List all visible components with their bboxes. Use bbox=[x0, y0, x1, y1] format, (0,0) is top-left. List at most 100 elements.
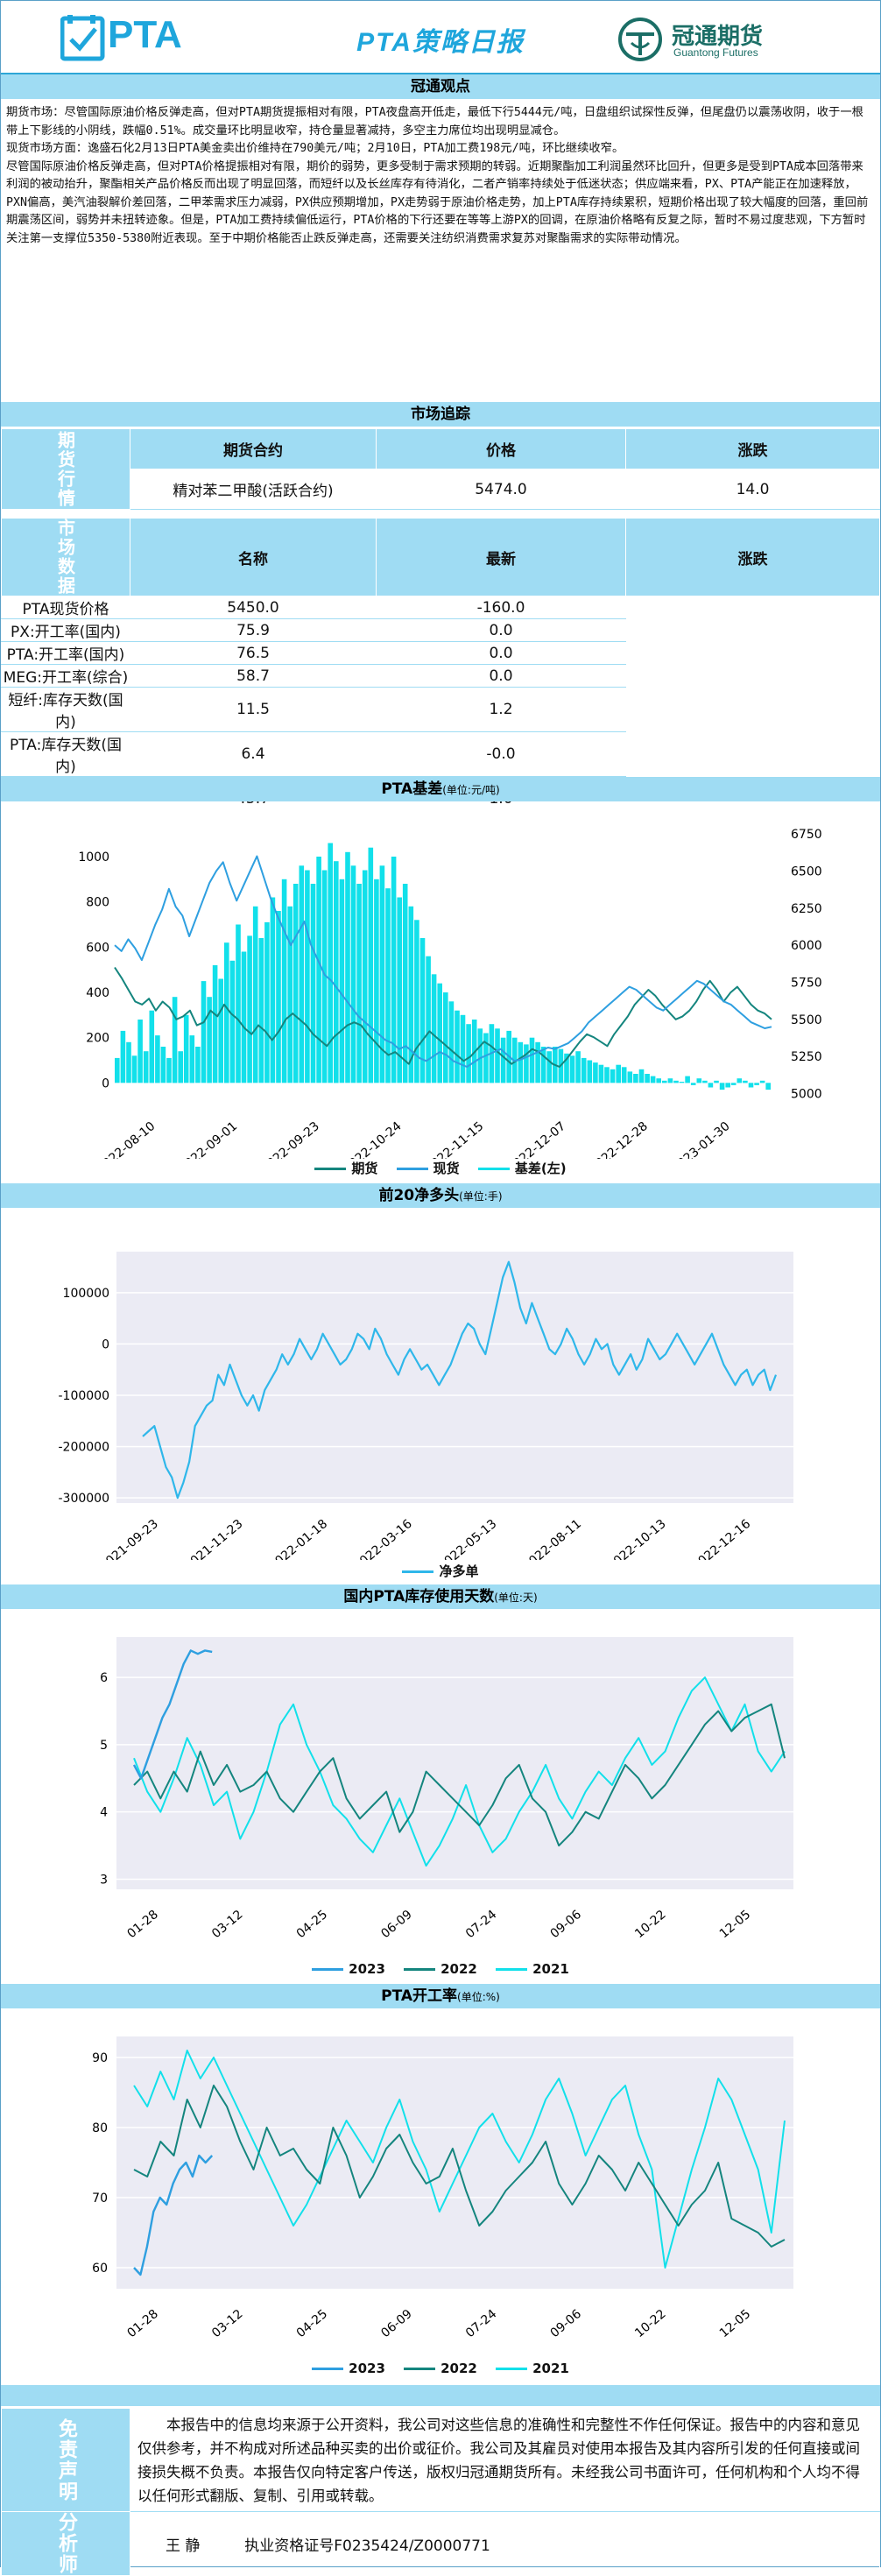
basis-unit: (单位:元/吨) bbox=[442, 784, 500, 796]
market-section-title: 市场追踪 bbox=[1, 402, 880, 427]
basis-bar bbox=[754, 1083, 759, 1085]
inventory-chart-svg: 3 4 5 6 01-28 03-12 04-25 06-09 07-24 09-06 10-22 1… bbox=[100, 1637, 793, 1941]
x-tick-label: 2021-11-23 bbox=[182, 1517, 246, 1560]
basis-bar bbox=[402, 884, 408, 1083]
basis-bar bbox=[593, 1062, 598, 1083]
footer-table: 免责声明 本报告中的信息均来源于公开资料，我公司对这些信息的准确性和完整性不作任… bbox=[1, 2408, 880, 2576]
y-tick-label: -300000 bbox=[59, 1492, 110, 1506]
data-header-name: 名称 bbox=[130, 518, 377, 596]
legend-item-spot: 现货 bbox=[396, 1159, 460, 1177]
basis-bar bbox=[305, 870, 310, 1083]
basis-bar bbox=[189, 1035, 195, 1083]
legend-item-basis: 基差(左) bbox=[477, 1159, 567, 1177]
cell-change: 0.0 bbox=[376, 664, 626, 688]
y-tick-label: 5500 bbox=[791, 1013, 822, 1027]
cell-name: MEG:开工率(综合) bbox=[1, 664, 130, 688]
basis-bar bbox=[236, 924, 241, 1083]
x-tick-label: 09-06 bbox=[548, 2307, 585, 2340]
basis-bar bbox=[708, 1083, 714, 1088]
page-title: PTA策略日报 bbox=[356, 28, 525, 57]
operating-title-text: PTA开工率 bbox=[381, 1987, 458, 2005]
basis-bar bbox=[690, 1083, 696, 1085]
x-tick-label: 2022-05-13 bbox=[436, 1517, 500, 1560]
basis-bar bbox=[535, 1041, 540, 1083]
analyst-info: 王 静 执业资格证号F0235424/Z0000771 bbox=[130, 2511, 880, 2576]
view-paragraph: 尽管国际原油价格反弹走高，但对PTA价格提振相对有限，期价的弱势，更多受制于需求… bbox=[6, 159, 869, 245]
x-tick-label: 04-25 bbox=[294, 1908, 330, 1941]
section-divider bbox=[1, 2385, 880, 2406]
basis-title-text: PTA基差 bbox=[381, 780, 443, 798]
basis-bar bbox=[258, 938, 264, 1083]
legend-label: 期货 bbox=[351, 1161, 378, 1176]
y-tick-label: 5750 bbox=[791, 976, 822, 990]
y-tick-label: 5250 bbox=[791, 1050, 822, 1064]
cell-name: 短纤:库存天数(国内) bbox=[1, 687, 130, 732]
basis-bar bbox=[638, 1069, 645, 1083]
x-tick-label: 10-22 bbox=[632, 2307, 668, 2340]
cell-latest: 6.4 bbox=[130, 731, 377, 777]
basis-bar bbox=[368, 847, 374, 1083]
x-tick-label: 01-28 bbox=[124, 1908, 160, 1941]
disclaimer-text: 本报告中的信息均来源于公开资料，我公司对这些信息的准确性和完整性不作任何保证。报… bbox=[130, 2408, 880, 2512]
legend-label: 2023 bbox=[349, 1961, 385, 1977]
x-tick-label: 04-25 bbox=[294, 2307, 330, 2340]
legend-label: 2023 bbox=[349, 2361, 385, 2376]
basis-bar bbox=[316, 857, 321, 1083]
basis-bar bbox=[362, 870, 368, 1083]
x-tick-label: 2022-08-10 bbox=[95, 1119, 159, 1159]
x-tick-label: 07-24 bbox=[463, 1908, 500, 1941]
netlong-chart-title: 前20净多头(单位:手) bbox=[1, 1183, 880, 1208]
basis-bar bbox=[702, 1080, 708, 1083]
basis-bar bbox=[299, 865, 305, 1083]
basis-bar bbox=[241, 951, 247, 1083]
basis-bar bbox=[455, 1010, 460, 1083]
x-tick-label: 03-12 bbox=[209, 1908, 245, 1941]
y-tick-label: 5000 bbox=[791, 1088, 822, 1102]
basis-bar bbox=[218, 978, 223, 1083]
x-tick-label: 2022-10-24 bbox=[341, 1119, 405, 1159]
basis-bar bbox=[126, 1041, 131, 1083]
y-tick-label: 80 bbox=[92, 2121, 108, 2135]
brand-logo: 冠通期货 Guantong Futures bbox=[617, 17, 819, 61]
x-tick-label: 2022-12-28 bbox=[587, 1119, 651, 1159]
legend-label: 净多单 bbox=[439, 1563, 479, 1579]
basis-bar bbox=[443, 992, 448, 1083]
basis-bar bbox=[414, 920, 419, 1083]
legend-label: 基差(左) bbox=[514, 1161, 567, 1176]
basis-bar bbox=[120, 1030, 126, 1083]
basis-bar bbox=[529, 1037, 535, 1083]
cell-change: -0.0 bbox=[376, 731, 626, 777]
basis-bar bbox=[328, 843, 333, 1083]
basis-bar bbox=[719, 1083, 725, 1090]
basis-bar bbox=[178, 1051, 183, 1083]
operating-rate-chart-title: PTA开工率(单位:%) bbox=[1, 1984, 880, 2008]
basis-bar bbox=[627, 1071, 633, 1083]
table-row: MEG:开工率(综合) 58.7 0.0 bbox=[1, 664, 880, 688]
plot-area bbox=[116, 1252, 793, 1503]
table-row: PX:开工率(国内) 75.9 0.0 bbox=[1, 618, 880, 642]
inventory-chart-title: 国内PTA库存使用天数(单位:天) bbox=[1, 1584, 880, 1609]
basis-bar bbox=[714, 1080, 719, 1083]
x-tick-label: 2022-03-16 bbox=[351, 1517, 415, 1560]
netlong-line bbox=[142, 1260, 778, 1500]
netlong-legend: 净多单 bbox=[1, 1562, 880, 1583]
cell-change: 0.0 bbox=[376, 641, 626, 665]
y-tick-label: 0 bbox=[102, 1337, 109, 1352]
basis-bar bbox=[546, 1051, 552, 1083]
cell-change: 0.0 bbox=[376, 618, 626, 642]
basis-bar bbox=[379, 865, 385, 1083]
inventory-chart: 3 4 5 6 01-28 03-12 04-25 06-09 07-24 09-06 10-22 1… bbox=[1, 1611, 880, 1961]
basis-bar bbox=[540, 1047, 546, 1083]
y-tick-label: 4 bbox=[100, 1806, 108, 1820]
basis-bar bbox=[391, 857, 397, 1083]
basis-bar bbox=[212, 965, 218, 1083]
basis-bar bbox=[743, 1080, 748, 1083]
pta-logo-text: PTA bbox=[108, 13, 182, 56]
basis-bar bbox=[616, 1064, 621, 1083]
guantong-logo-icon bbox=[618, 18, 662, 61]
view-paragraph: 期货市场：尽管国际原油价格反弹走高，但对PTA期货提振相对有限，PTA夜盘高开低… bbox=[6, 106, 863, 138]
cell-latest: 5450.0 bbox=[130, 596, 377, 619]
basis-bar bbox=[321, 870, 328, 1083]
table-row: PTA现货价格 5450.0 -160.0 bbox=[1, 596, 880, 619]
basis-bar bbox=[737, 1078, 743, 1083]
